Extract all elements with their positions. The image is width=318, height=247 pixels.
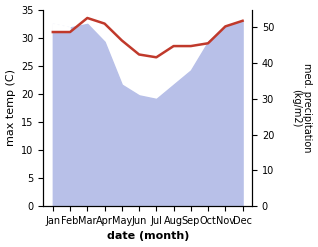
Y-axis label: max temp (C): max temp (C)	[5, 69, 16, 146]
Y-axis label: med. precipitation
(kg/m2): med. precipitation (kg/m2)	[291, 63, 313, 153]
X-axis label: date (month): date (month)	[107, 231, 189, 242]
